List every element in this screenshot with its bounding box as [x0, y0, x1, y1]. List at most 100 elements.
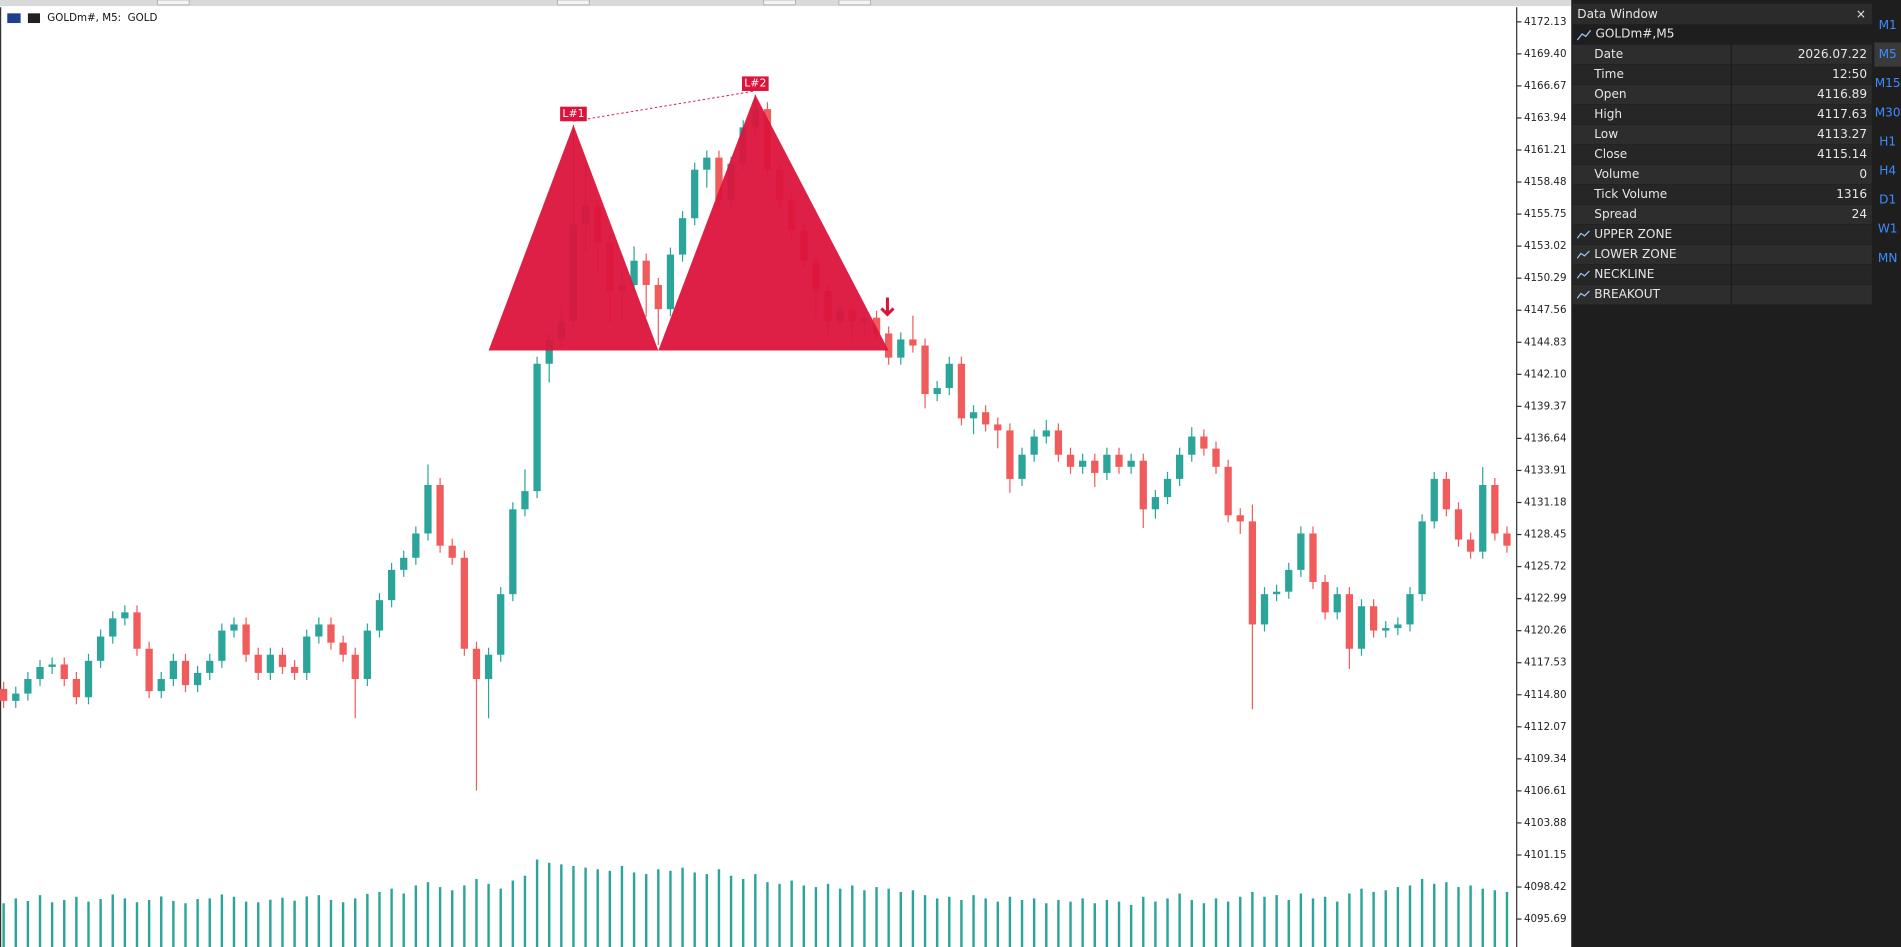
candle-body	[1030, 436, 1038, 455]
volume-bar	[1287, 900, 1290, 947]
candle-body	[872, 317, 881, 334]
volume-bar	[1081, 898, 1084, 947]
candle-body	[290, 666, 299, 673]
volume-bar	[826, 883, 830, 947]
volume-bar	[887, 888, 890, 947]
volume-bar	[911, 890, 915, 947]
volume-bar	[1323, 896, 1327, 947]
volume-bar	[1348, 893, 1351, 947]
candle-body	[169, 660, 178, 680]
timeframe-button[interactable]: M1	[1879, 18, 1897, 32]
row-background	[1572, 44, 1872, 65]
candle-body	[448, 545, 456, 558]
y-tick-label: 4139.37	[1524, 400, 1567, 412]
candle-body	[969, 412, 978, 419]
volume-bar	[705, 874, 709, 947]
candle-body	[412, 533, 420, 558]
volume-bar	[935, 898, 939, 947]
candle-body	[1454, 509, 1463, 540]
volume-bar	[863, 890, 866, 947]
candle-body	[1297, 533, 1305, 570]
timeframe-button[interactable]: H1	[1879, 134, 1896, 148]
y-tick-label: 4114.80	[1524, 689, 1567, 701]
candle-body	[242, 624, 250, 655]
volume-bar	[1384, 890, 1387, 947]
volume-bar	[244, 901, 248, 947]
chart-icon	[7, 13, 21, 24]
symbol-icon	[1576, 29, 1592, 41]
candle-body	[1151, 497, 1160, 510]
volume-bar	[766, 882, 769, 947]
candle-body	[1406, 594, 1414, 625]
volume-bar	[1445, 882, 1448, 947]
volume-bar	[378, 891, 381, 947]
row-label: Close	[1594, 147, 1627, 161]
y-tick-label: 4131.18	[1524, 496, 1567, 508]
candle-body	[1006, 430, 1014, 479]
volume-bar	[693, 872, 696, 947]
candle-body	[957, 363, 966, 419]
timeframe-button[interactable]: MN	[1878, 251, 1898, 265]
y-tick-label: 4128.45	[1524, 529, 1567, 541]
volume-bar	[1239, 896, 1242, 947]
y-tick-label: 4142.10	[1524, 368, 1567, 380]
row-label: Date	[1594, 47, 1623, 61]
peak-connector	[573, 90, 756, 122]
candle-body	[509, 509, 517, 595]
volume-bar	[341, 902, 345, 947]
volume-bar	[972, 895, 975, 947]
row-value: 2026.07.22	[1798, 47, 1867, 61]
timeframe-button[interactable]: M5	[1879, 47, 1897, 61]
candle-body	[1248, 521, 1257, 625]
timeframe-button[interactable]: D1	[1879, 193, 1896, 207]
row-value: 4113.27	[1817, 127, 1867, 141]
candle-body	[460, 557, 468, 649]
volume-bar	[1263, 896, 1266, 947]
candle-body	[230, 624, 238, 631]
close-button[interactable]: ×	[1856, 7, 1866, 21]
candle-body	[1357, 606, 1366, 649]
active-timeframe-bg	[1874, 42, 1901, 67]
pattern-triangle	[488, 124, 659, 351]
peak-label: L#2	[744, 77, 766, 90]
candle-body	[96, 636, 105, 661]
volume-bar	[1396, 887, 1400, 947]
volume-bar	[281, 897, 284, 947]
candle-body	[1466, 539, 1475, 552]
timeframe-button[interactable]: M15	[1875, 76, 1901, 90]
candle-body	[484, 654, 493, 680]
timeframe-button[interactable]: M30	[1875, 105, 1901, 119]
toolbar-tab	[763, 0, 796, 6]
volume-bar	[1008, 896, 1012, 947]
volume-bar	[135, 902, 139, 947]
volume-bar	[160, 896, 163, 947]
timeframe-button[interactable]: H4	[1879, 163, 1896, 177]
candle-body	[909, 339, 917, 346]
candle-body	[885, 333, 893, 358]
y-tick-label: 4120.26	[1524, 625, 1567, 637]
candle-body	[1042, 430, 1050, 437]
volume-bar	[305, 896, 308, 947]
y-tick-label: 4163.94	[1524, 112, 1567, 124]
y-tick-label: 4095.69	[1524, 913, 1567, 925]
candle-body	[1430, 478, 1438, 522]
row-value: 4116.89	[1817, 87, 1867, 101]
candle-body	[1139, 460, 1147, 510]
candle-body	[1091, 460, 1099, 473]
volume-bar	[1105, 900, 1109, 947]
volume-bar	[414, 885, 418, 947]
volume-bar	[402, 893, 405, 947]
candle-body	[1212, 448, 1220, 467]
candle-body	[1418, 521, 1426, 595]
y-tick-label: 4172.13	[1524, 16, 1567, 28]
row-background	[1572, 264, 1872, 285]
volume-bar	[741, 878, 745, 947]
candle-body	[60, 664, 68, 680]
candle-body	[1272, 591, 1281, 595]
candle-body	[436, 485, 444, 546]
volume-bar	[87, 901, 90, 947]
candle-body	[278, 654, 287, 667]
timeframe-button[interactable]: W1	[1878, 222, 1898, 236]
candle-body	[121, 612, 129, 619]
candle-body	[1309, 533, 1317, 582]
